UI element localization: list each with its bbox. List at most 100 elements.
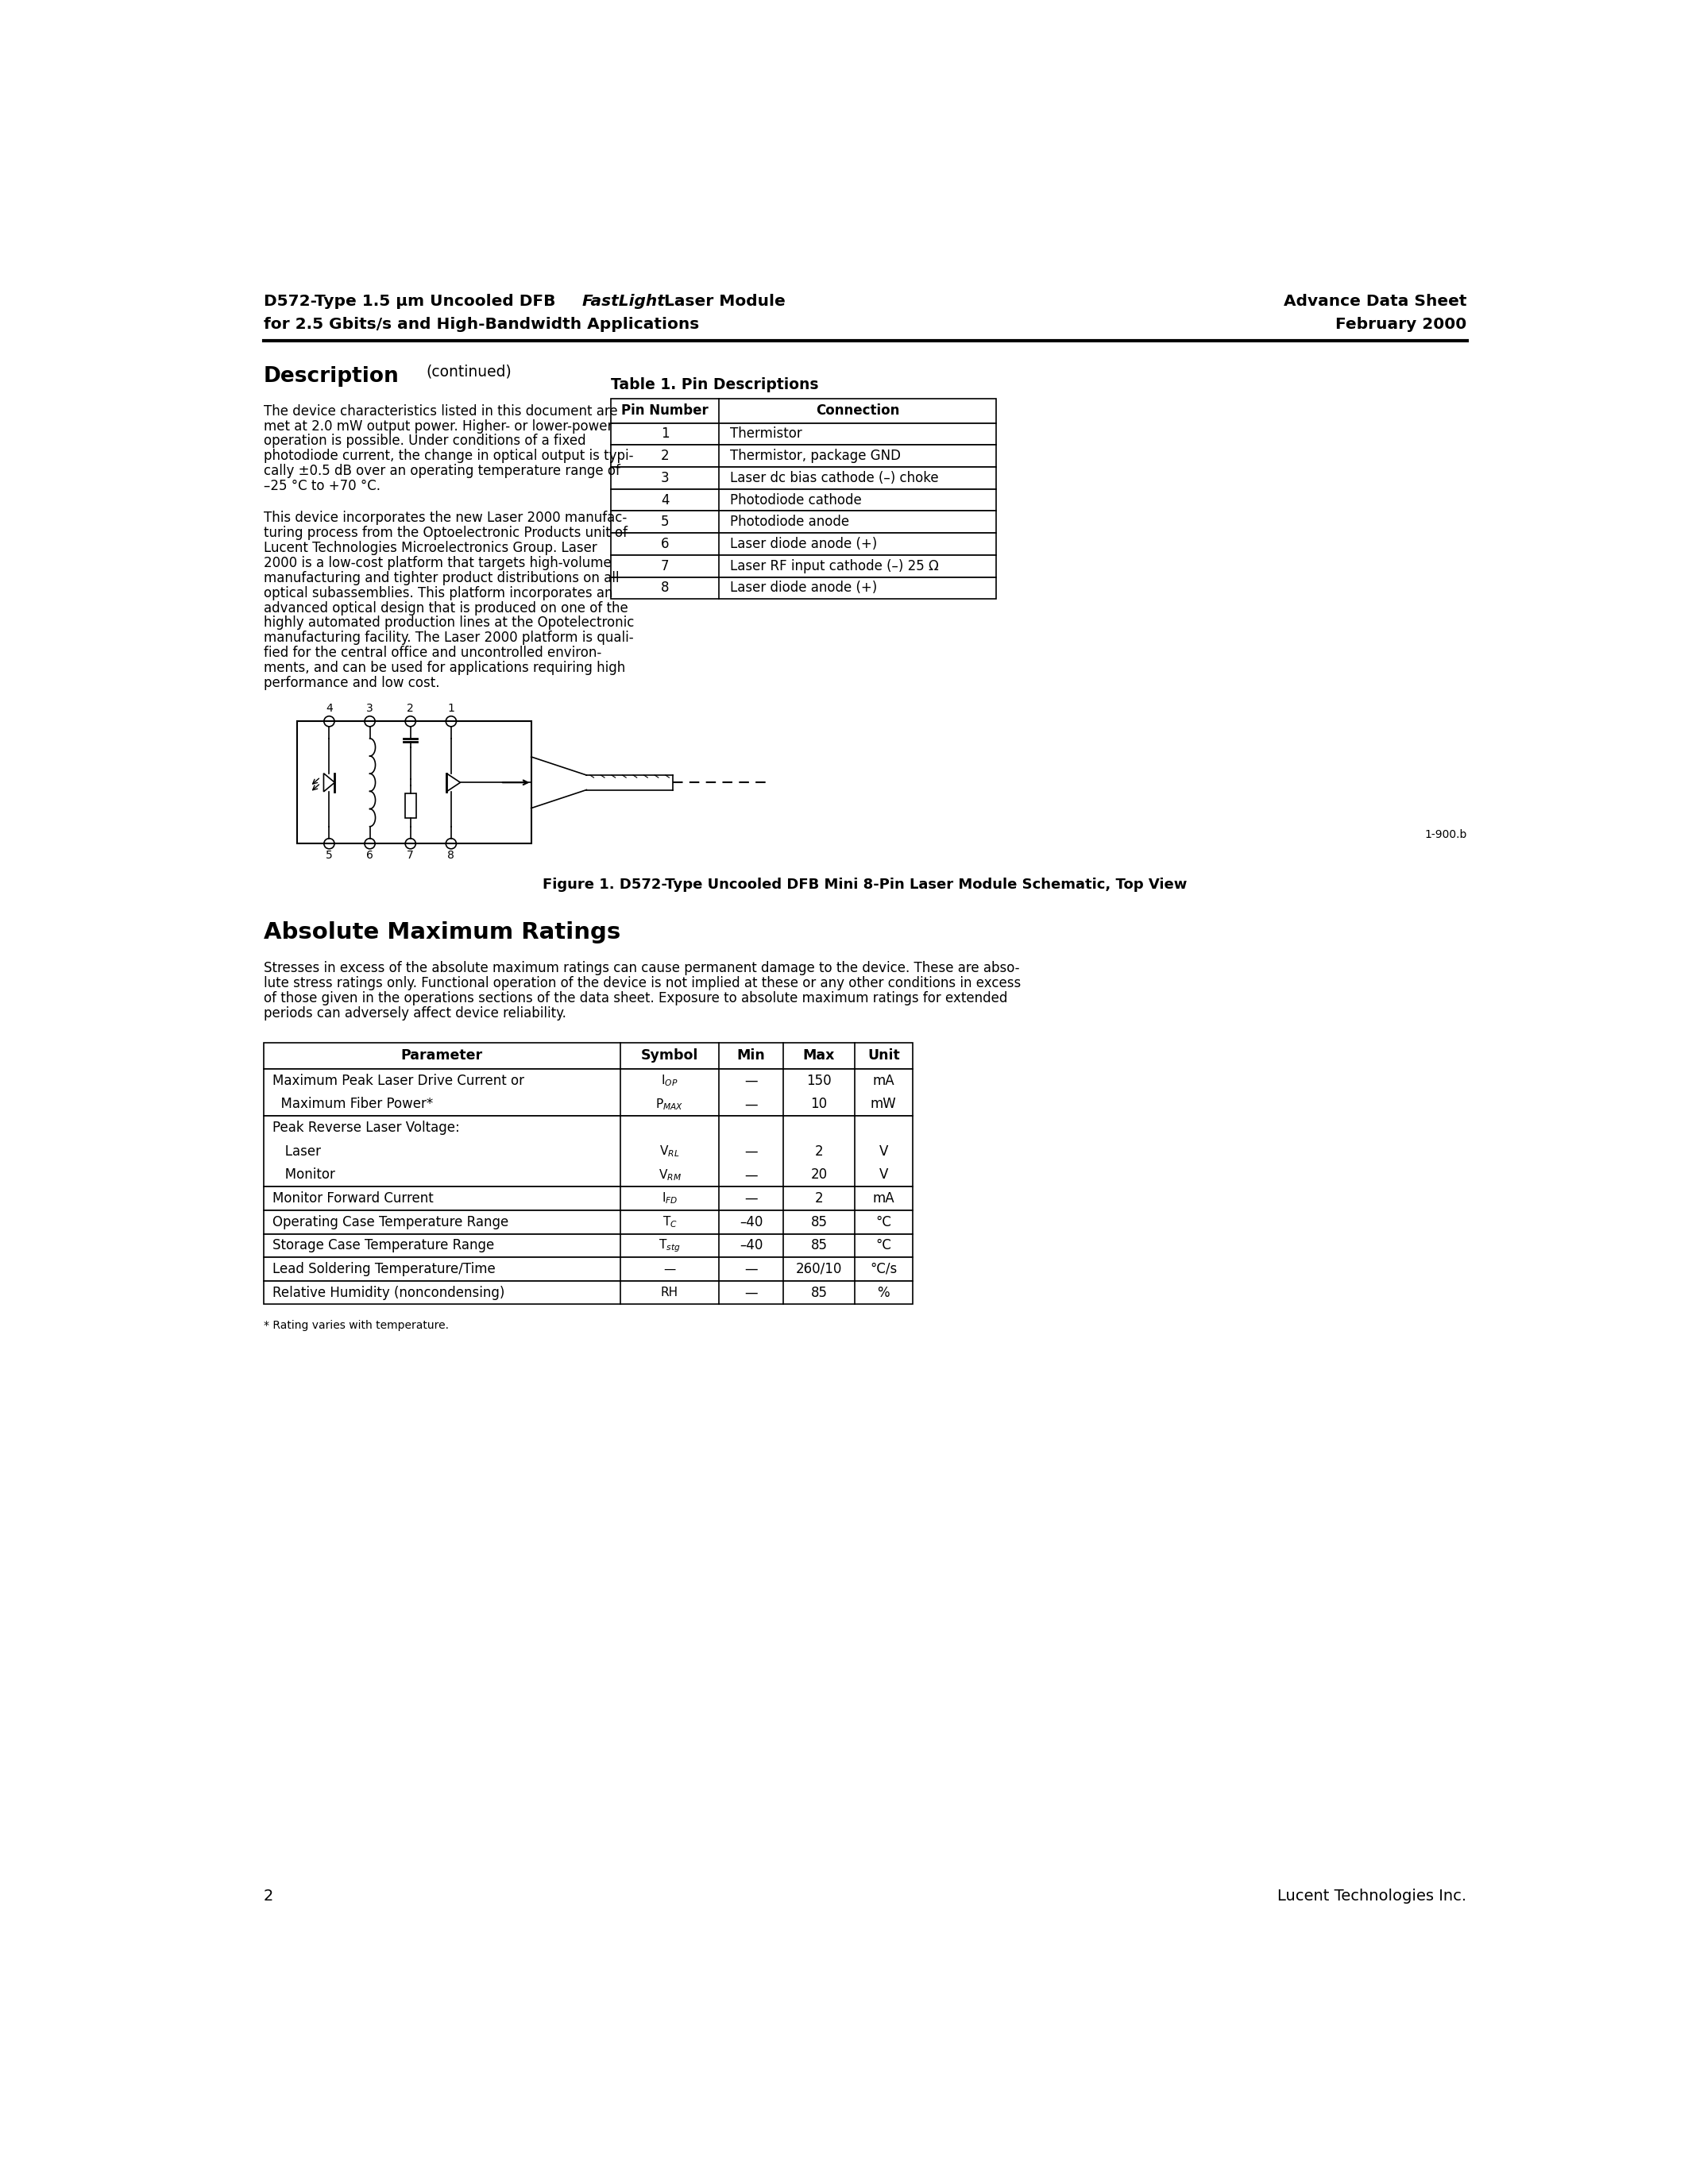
Text: Advance Data Sheet: Advance Data Sheet [1285, 295, 1467, 308]
Bar [611, 446, 996, 467]
Bar [611, 577, 996, 598]
Text: —: — [744, 1168, 758, 1182]
Text: 2: 2 [660, 448, 668, 463]
Bar [405, 793, 415, 819]
Bar [611, 424, 996, 446]
Text: T$_{C}$: T$_{C}$ [662, 1214, 677, 1230]
Text: Unit: Unit [868, 1048, 900, 1064]
Text: mA: mA [873, 1075, 895, 1088]
Text: 260/10: 260/10 [795, 1262, 842, 1275]
Text: 4: 4 [326, 703, 333, 714]
Text: Maximum Fiber Power*: Maximum Fiber Power* [272, 1096, 434, 1112]
Text: —: — [663, 1262, 675, 1275]
Text: Laser RF input cathode (–) 25 Ω: Laser RF input cathode (–) 25 Ω [729, 559, 939, 572]
Text: performance and low cost.: performance and low cost. [263, 675, 439, 690]
Text: °C: °C [876, 1238, 891, 1254]
Text: 1: 1 [447, 703, 454, 714]
Text: 8: 8 [660, 581, 668, 596]
Text: 85: 85 [810, 1286, 827, 1299]
Text: V: V [879, 1168, 888, 1182]
Text: 10: 10 [810, 1096, 827, 1112]
Text: periods can adversely affect device reliability.: periods can adversely affect device reli… [263, 1007, 565, 1020]
Text: Parameter: Parameter [402, 1048, 483, 1064]
Text: lute stress ratings only. Functional operation of the device is not implied at t: lute stress ratings only. Functional ope… [263, 976, 1021, 989]
Bar [263, 1186, 913, 1210]
Text: –40: –40 [739, 1214, 763, 1230]
Text: Laser dc bias cathode (–) choke: Laser dc bias cathode (–) choke [729, 472, 939, 485]
Text: Monitor: Monitor [272, 1168, 336, 1182]
Bar [297, 721, 532, 843]
Text: —: — [744, 1190, 758, 1206]
Text: highly automated production lines at the Opotelectronic: highly automated production lines at the… [263, 616, 633, 631]
Text: ments, and can be used for applications requiring high: ments, and can be used for applications … [263, 662, 625, 675]
Text: 1-900.b: 1-900.b [1425, 830, 1467, 841]
Text: 6: 6 [366, 850, 373, 860]
Text: manufacturing and tighter product distributions on all: manufacturing and tighter product distri… [263, 570, 619, 585]
Text: for 2.5 Gbits/s and High-Bandwidth Applications: for 2.5 Gbits/s and High-Bandwidth Appli… [263, 317, 699, 332]
Bar [611, 533, 996, 555]
Text: The device characteristics listed in this document are: The device characteristics listed in thi… [263, 404, 618, 419]
Text: Lucent Technologies Inc.: Lucent Technologies Inc. [1278, 1889, 1467, 1904]
Text: Photodiode anode: Photodiode anode [729, 515, 849, 529]
Bar [611, 467, 996, 489]
Text: 20: 20 [810, 1168, 827, 1182]
Text: of those given in the operations sections of the data sheet. Exposure to absolut: of those given in the operations section… [263, 992, 1008, 1005]
Text: FastLight: FastLight [582, 295, 665, 308]
Text: 7: 7 [407, 850, 414, 860]
Bar [263, 1068, 913, 1116]
Text: V$_{RL}$: V$_{RL}$ [660, 1144, 680, 1160]
Bar [263, 1280, 913, 1304]
Bar [611, 511, 996, 533]
Text: Absolute Maximum Ratings: Absolute Maximum Ratings [263, 922, 619, 943]
Bar [263, 1210, 913, 1234]
Text: 7: 7 [660, 559, 668, 572]
Text: Laser diode anode (+): Laser diode anode (+) [729, 537, 878, 550]
Text: Lucent Technologies Microelectronics Group. Laser: Lucent Technologies Microelectronics Gro… [263, 542, 598, 555]
Text: fied for the central office and uncontrolled environ-: fied for the central office and uncontro… [263, 646, 601, 660]
Bar [611, 489, 996, 511]
Text: advanced optical design that is produced on one of the: advanced optical design that is produced… [263, 601, 628, 616]
Text: February 2000: February 2000 [1335, 317, 1467, 332]
Text: 4: 4 [660, 494, 668, 507]
Bar [263, 1234, 913, 1258]
Text: Storage Case Temperature Range: Storage Case Temperature Range [272, 1238, 495, 1254]
Text: –25 °C to +70 °C.: –25 °C to +70 °C. [263, 478, 380, 494]
Text: —: — [744, 1096, 758, 1112]
Text: optical subassemblies. This platform incorporates an: optical subassemblies. This platform inc… [263, 585, 613, 601]
Text: Table 1. Pin Descriptions: Table 1. Pin Descriptions [611, 378, 819, 393]
Text: Connection: Connection [815, 404, 900, 417]
Text: 3: 3 [366, 703, 373, 714]
Text: Peak Reverse Laser Voltage:: Peak Reverse Laser Voltage: [272, 1120, 459, 1136]
Text: 5: 5 [326, 850, 333, 860]
Text: Thermistor, package GND: Thermistor, package GND [729, 448, 901, 463]
Text: Laser Module: Laser Module [658, 295, 785, 308]
Text: 2: 2 [815, 1144, 824, 1158]
Text: 6: 6 [660, 537, 668, 550]
Text: D572-Type 1.5 μm Uncooled DFB: D572-Type 1.5 μm Uncooled DFB [263, 295, 560, 308]
Text: 85: 85 [810, 1238, 827, 1254]
Text: —: — [744, 1262, 758, 1275]
Text: 2: 2 [407, 703, 414, 714]
Text: V: V [879, 1144, 888, 1158]
Text: 2000 is a low-cost platform that targets high-volume: 2000 is a low-cost platform that targets… [263, 557, 611, 570]
Text: * Rating varies with temperature.: * Rating varies with temperature. [263, 1319, 449, 1330]
Bar [263, 1258, 913, 1280]
Text: –40: –40 [739, 1238, 763, 1254]
Text: 150: 150 [807, 1075, 832, 1088]
Bar [263, 1116, 913, 1186]
Text: Symbol: Symbol [641, 1048, 699, 1064]
Text: 5: 5 [660, 515, 668, 529]
Text: Relative Humidity (noncondensing): Relative Humidity (noncondensing) [272, 1286, 505, 1299]
Text: Thermistor: Thermistor [729, 426, 802, 441]
Text: mA: mA [873, 1190, 895, 1206]
Text: (continued): (continued) [427, 365, 511, 380]
Text: 85: 85 [810, 1214, 827, 1230]
Text: photodiode current, the change in optical output is typi-: photodiode current, the change in optica… [263, 450, 633, 463]
Text: Figure 1. D572-Type Uncooled DFB Mini 8-Pin Laser Module Schematic, Top View: Figure 1. D572-Type Uncooled DFB Mini 8-… [544, 878, 1187, 891]
Text: operation is possible. Under conditions of a fixed: operation is possible. Under conditions … [263, 435, 586, 448]
Text: 2: 2 [815, 1190, 824, 1206]
Text: Lead Soldering Temperature/Time: Lead Soldering Temperature/Time [272, 1262, 496, 1275]
Text: Photodiode cathode: Photodiode cathode [729, 494, 861, 507]
Text: Pin Number: Pin Number [621, 404, 709, 417]
Text: —: — [744, 1075, 758, 1088]
